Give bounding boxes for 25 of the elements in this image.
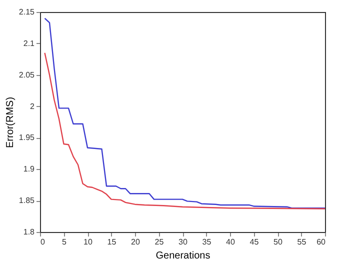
y-tick-label: 2 [30,102,36,111]
x-tick-label: 35 [202,238,212,246]
x-axis-title: Generations [156,250,210,262]
y-axis-title: Error(RMS) [4,96,16,148]
x-tick-label: 5 [62,238,68,246]
x-tick-label: 10 [84,238,93,246]
x-tick-label: 45 [250,238,260,246]
y-tick-label: 1.85 [18,196,36,206]
y-tick-label: 2.1 [23,38,36,48]
x-tick-label: 50 [274,238,283,246]
line-series [44,18,325,209]
y-tick-label: 2.15 [18,8,36,16]
y-tick-label: 1.8 [23,228,36,236]
x-tick-label: 20 [131,238,140,246]
x-tick-label: 40 [226,238,236,246]
x-tick-label: 25 [154,238,164,246]
y-tick-label: 1.95 [18,133,36,142]
line-series [44,52,325,210]
y-tick-label: 2.05 [18,70,36,80]
y-tick-label: 1.9 [23,164,36,174]
x-tick-label: 0 [40,238,46,246]
x-tick-label: 60 [316,238,326,246]
x-tick-label: 55 [297,238,307,246]
x-tick-label: 15 [107,238,117,246]
x-tick-label: 30 [178,238,188,246]
